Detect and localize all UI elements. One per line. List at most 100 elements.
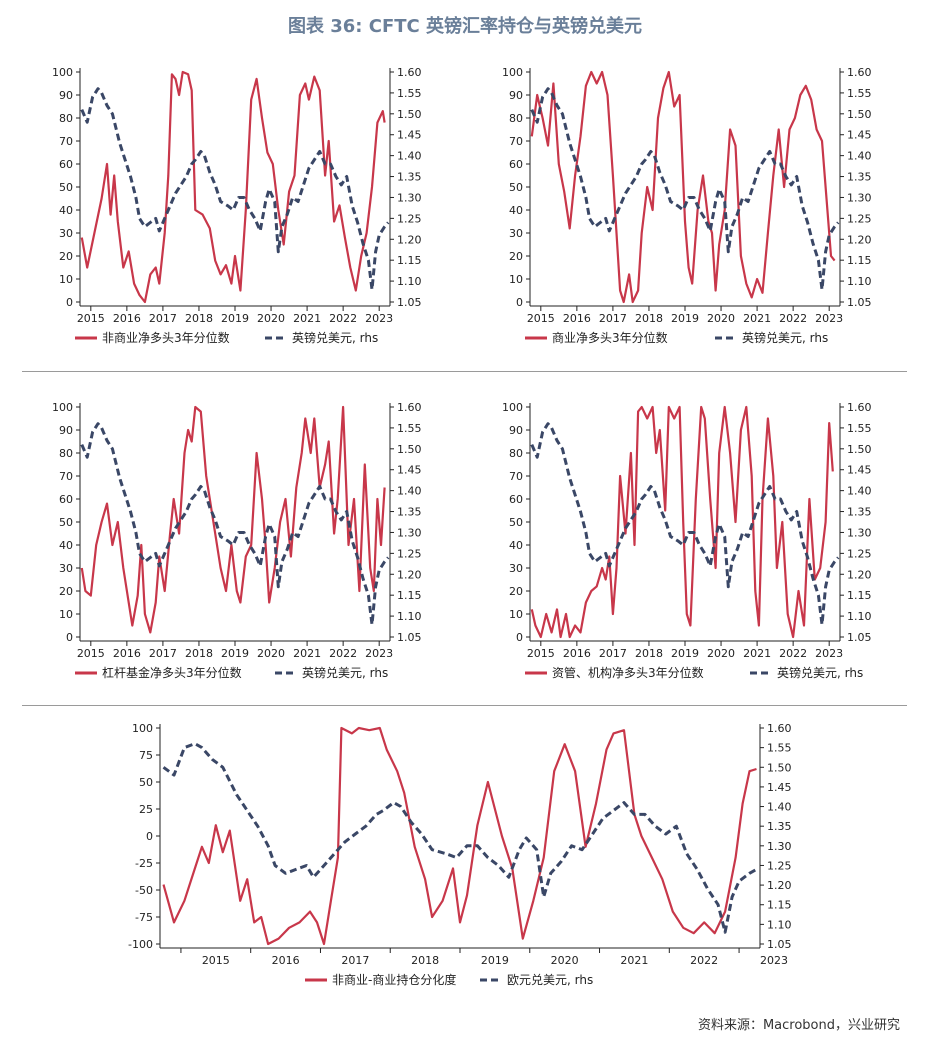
y-right-tick-label: 1.40 <box>767 801 792 814</box>
y-left-tick-label: -25 <box>135 857 153 870</box>
y-right-tick-label: 1.05 <box>847 296 872 309</box>
y-right-tick-label: 1.50 <box>397 443 422 456</box>
x-tick-label: 2015 <box>202 954 230 967</box>
y-right-tick-label: 1.30 <box>847 526 872 539</box>
y-right-tick-label: 1.40 <box>847 150 872 163</box>
y-right-tick-label: 1.05 <box>847 631 872 644</box>
x-tick-label: 2019 <box>481 954 509 967</box>
chart-leveraged-funds-percentile: 0 10 20 30 40 50 60 70 80 90 100 1.05 1.10 1.15 1.20 1.… <box>52 401 422 680</box>
y-left-tick-label: 60 <box>509 158 523 171</box>
y-right-tick-label: 1.20 <box>847 568 872 581</box>
x-tick-label: 2018 <box>635 312 663 325</box>
x-tick-label: 2015 <box>77 647 105 660</box>
y-right-tick-label: 1.10 <box>767 918 792 931</box>
y-right-tick-label: 1.50 <box>847 108 872 121</box>
legend-fx-label: 英镑兑美元, rhs <box>777 665 863 680</box>
y-left-tick-label: -50 <box>135 884 153 897</box>
y-right-tick-label: 1.15 <box>847 254 872 267</box>
y-left-tick-label: 0 <box>66 631 73 644</box>
y-right-tick-label: 1.60 <box>847 66 872 79</box>
y-right-tick-label: 1.35 <box>397 506 422 519</box>
legend-position-label: 非商业净多头3年分位数 <box>102 330 230 345</box>
x-tick-label: 2016 <box>113 647 141 660</box>
y-right-tick-label: 1.50 <box>397 108 422 121</box>
y-right-tick-label: 1.60 <box>767 722 792 735</box>
legend-fx-label: 英镑兑美元, rhs <box>742 330 828 345</box>
y-right-tick-label: 1.05 <box>767 938 792 951</box>
y-right-tick-label: 1.45 <box>767 781 792 794</box>
y-right-tick-label: 1.15 <box>397 589 422 602</box>
y-right-tick-label: 1.35 <box>767 820 792 833</box>
chart-position-divergence: -100 -75 -50 -25 0 25 50 75 100 1.05 1.10 1.15 1.20 1… <box>128 722 792 987</box>
x-tick-label: 2018 <box>635 647 663 660</box>
y-left-tick-label: 70 <box>509 135 523 148</box>
y-right-tick-label: 1.10 <box>847 275 872 288</box>
y-left-tick-label: 10 <box>59 273 73 286</box>
y-left-tick-label: 50 <box>509 516 523 529</box>
x-tick-label: 2018 <box>185 312 213 325</box>
x-tick-label: 2017 <box>599 647 627 660</box>
x-tick-label: 2017 <box>341 954 369 967</box>
position-line <box>80 405 386 634</box>
legend-fx-label: 英镑兑美元, rhs <box>292 330 378 345</box>
y-left-tick-label: 30 <box>509 562 523 575</box>
divider-top <box>22 371 907 372</box>
y-left-tick-label: 40 <box>509 204 523 217</box>
y-right-tick-label: 1.25 <box>397 212 422 225</box>
legend-position-label: 商业净多头3年分位数 <box>552 330 668 345</box>
x-tick-label: 2023 <box>760 954 788 967</box>
y-left-tick-label: 30 <box>59 562 73 575</box>
y-right-tick-label: 1.35 <box>397 171 422 184</box>
y-left-tick-label: 0 <box>146 830 153 843</box>
y-left-tick-label: 90 <box>59 424 73 437</box>
x-tick-label: 2019 <box>671 647 699 660</box>
y-left-tick-label: 30 <box>59 227 73 240</box>
y-right-tick-label: 1.60 <box>397 66 422 79</box>
y-right-tick-label: 1.50 <box>847 443 872 456</box>
y-right-tick-label: 1.60 <box>847 401 872 414</box>
y-left-tick-label: 100 <box>502 66 523 79</box>
x-tick-label: 2020 <box>707 647 735 660</box>
position-line <box>530 405 834 639</box>
x-tick-label: 2022 <box>779 647 807 660</box>
y-right-tick-label: 1.55 <box>767 742 792 755</box>
y-left-tick-label: 10 <box>509 608 523 621</box>
y-right-tick-label: 1.10 <box>397 275 422 288</box>
x-tick-label: 2021 <box>293 312 321 325</box>
y-right-tick-label: 1.55 <box>847 422 872 435</box>
y-right-tick-label: 1.25 <box>397 547 422 560</box>
position-line <box>80 70 386 304</box>
divider-bottom <box>22 705 907 706</box>
source-note: 资料来源：Macrobond，兴业研究 <box>697 1018 900 1033</box>
x-tick-label: 2015 <box>527 312 555 325</box>
y-left-tick-label: 10 <box>59 608 73 621</box>
y-left-tick-label: 80 <box>509 447 523 460</box>
y-right-tick-label: 1.40 <box>397 150 422 163</box>
x-tick-label: 2016 <box>563 647 591 660</box>
x-tick-label: 2017 <box>599 312 627 325</box>
y-left-tick-label: 80 <box>59 447 73 460</box>
chart-commercial-percentile: 0 10 20 30 40 50 60 70 80 90 100 1.05 1.10 1.15 1.20 1.… <box>502 66 872 345</box>
page-title: 图表 36: CFTC 英镑汇率持仓与英镑兑美元 <box>287 16 643 37</box>
y-right-tick-label: 1.35 <box>847 171 872 184</box>
y-left-tick-label: 10 <box>509 273 523 286</box>
y-left-tick-label: 90 <box>509 89 523 102</box>
y-left-tick-label: 70 <box>59 135 73 148</box>
y-left-tick-label: 50 <box>59 181 73 194</box>
x-tick-label: 2023 <box>815 312 843 325</box>
x-tick-label: 2019 <box>671 312 699 325</box>
legend-position-label: 非商业-商业持仓分化度 <box>332 972 456 987</box>
y-left-tick-label: 25 <box>139 803 153 816</box>
legend-fx-label: 欧元兑美元, rhs <box>507 973 593 987</box>
y-right-tick-label: 1.15 <box>767 899 792 912</box>
y-right-tick-label: 1.55 <box>397 87 422 100</box>
y-right-tick-label: 1.25 <box>847 547 872 560</box>
y-left-tick-label: 0 <box>66 296 73 309</box>
y-left-tick-label: 90 <box>509 424 523 437</box>
x-tick-label: 2020 <box>257 647 285 660</box>
fx-rate-line <box>530 87 840 291</box>
y-left-tick-label: 20 <box>509 585 523 598</box>
x-tick-label: 2018 <box>411 954 439 967</box>
y-right-tick-label: 1.30 <box>397 526 422 539</box>
chart-asset-manager-percentile: 0 10 20 30 40 50 60 70 80 90 100 1.05 1.10 1.15 1.20 1.… <box>502 401 872 680</box>
